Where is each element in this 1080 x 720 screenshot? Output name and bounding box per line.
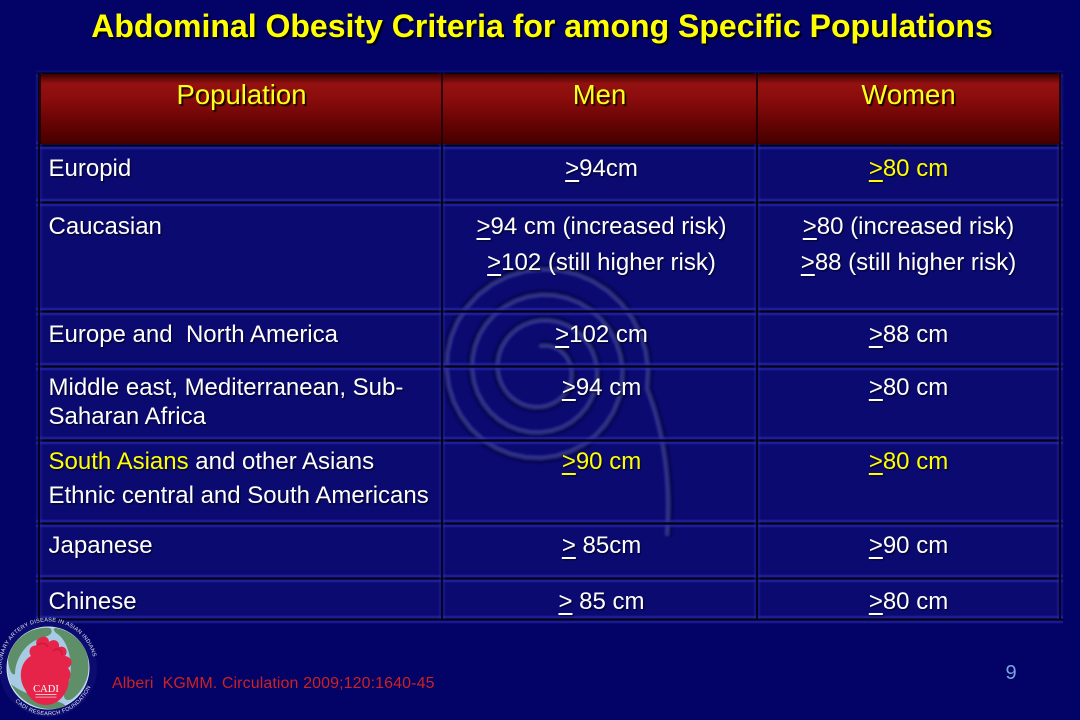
svg-text:CADI: CADI [33,684,59,695]
